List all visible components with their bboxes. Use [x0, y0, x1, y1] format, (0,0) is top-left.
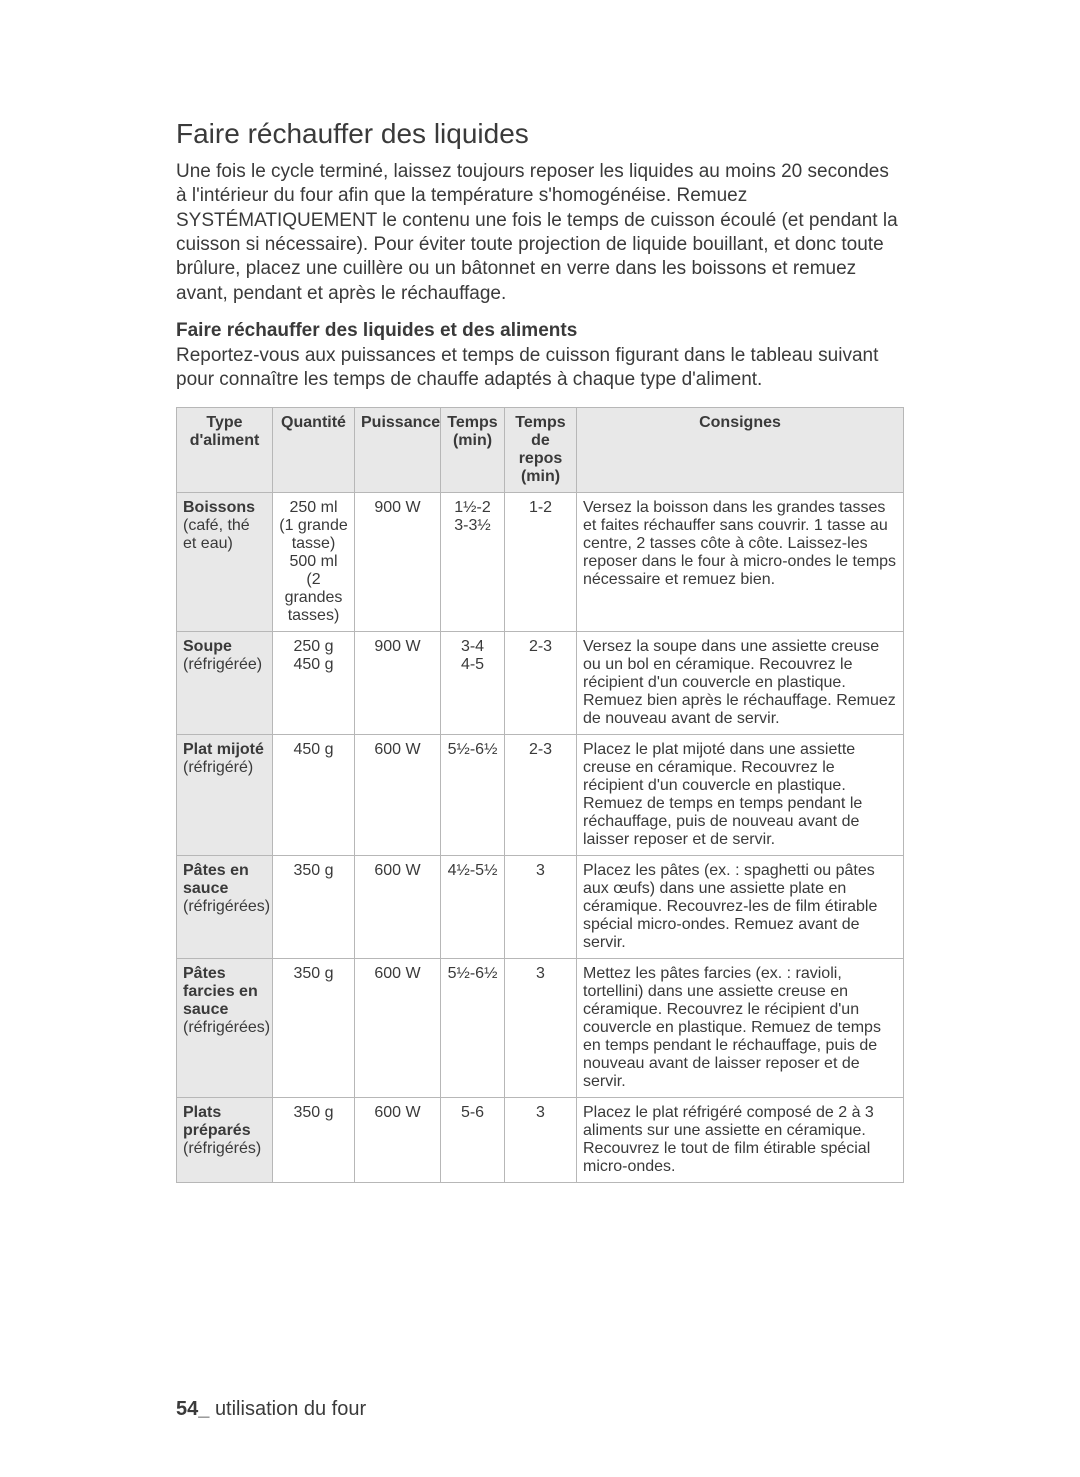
cell-instr: Placez les pâtes (ex. : spaghetti ou pât…	[577, 855, 904, 958]
col-time: Temps (min)	[441, 407, 505, 492]
cell-type: Soupe(réfrigérée)	[177, 631, 273, 734]
cell-time: 1½-23-3½	[441, 492, 505, 631]
subsection-intro: Reportez-vous aux puissances et temps de…	[176, 344, 904, 393]
cell-rest: 2-3	[505, 631, 577, 734]
cell-instr: Versez la soupe dans une assiette creuse…	[577, 631, 904, 734]
col-instr: Consignes	[577, 407, 904, 492]
cell-power: 600 W	[355, 1097, 441, 1182]
table-row: Pâtes en sauce(réfrigérées)350 g600 W4½-…	[177, 855, 904, 958]
table-row: Pâtes farcies en sauce(réfrigérées)350 g…	[177, 958, 904, 1097]
cell-power: 900 W	[355, 631, 441, 734]
footer-section: utilisation du four	[215, 1398, 366, 1420]
cell-qty: 350 g	[273, 958, 355, 1097]
cell-qty: 250 ml(1 grande tasse)500 ml(2 grandes t…	[273, 492, 355, 631]
subsection-heading: Faire réchauffer des liquides et des ali…	[176, 320, 904, 342]
col-power: Puissance	[355, 407, 441, 492]
cell-instr: Placez le plat mijoté dans une assiette …	[577, 734, 904, 855]
col-qty: Quantité	[273, 407, 355, 492]
cell-rest: 1-2	[505, 492, 577, 631]
cell-type: Plats préparés(réfrigérés)	[177, 1097, 273, 1182]
cell-power: 600 W	[355, 855, 441, 958]
cell-qty: 450 g	[273, 734, 355, 855]
table-header-row: Type d'aliment Quantité Puissance Temps …	[177, 407, 904, 492]
table-row: Boissons(café, thé et eau)250 ml(1 grand…	[177, 492, 904, 631]
col-rest: Temps de repos (min)	[505, 407, 577, 492]
cell-instr: Versez la boisson dans les grandes tasse…	[577, 492, 904, 631]
cell-time: 5½-6½	[441, 958, 505, 1097]
page-footer: 54_ utilisation du four	[176, 1398, 366, 1421]
cell-qty: 350 g	[273, 855, 355, 958]
page-number: 54_	[176, 1398, 209, 1420]
section-heading: Faire réchauffer des liquides	[176, 118, 904, 150]
cell-rest: 2-3	[505, 734, 577, 855]
cell-qty: 250 g450 g	[273, 631, 355, 734]
cell-rest: 3	[505, 1097, 577, 1182]
col-type: Type d'aliment	[177, 407, 273, 492]
cell-type: Pâtes farcies en sauce(réfrigérées)	[177, 958, 273, 1097]
table-row: Plats préparés(réfrigérés)350 g600 W5-63…	[177, 1097, 904, 1182]
cell-qty: 350 g	[273, 1097, 355, 1182]
cell-time: 5-6	[441, 1097, 505, 1182]
table-row: Plat mijoté(réfrigéré)450 g600 W5½-6½2-3…	[177, 734, 904, 855]
cell-time: 5½-6½	[441, 734, 505, 855]
cell-time: 4½-5½	[441, 855, 505, 958]
cell-rest: 3	[505, 958, 577, 1097]
table-row: Soupe(réfrigérée)250 g450 g900 W3-44-52-…	[177, 631, 904, 734]
cell-power: 600 W	[355, 734, 441, 855]
cell-instr: Mettez les pâtes farcies (ex. : ravioli,…	[577, 958, 904, 1097]
intro-paragraph: Une fois le cycle terminé, laissez toujo…	[176, 160, 904, 306]
cell-type: Pâtes en sauce(réfrigérées)	[177, 855, 273, 958]
reheat-table: Type d'aliment Quantité Puissance Temps …	[176, 407, 904, 1183]
cell-type: Plat mijoté(réfrigéré)	[177, 734, 273, 855]
cell-type: Boissons(café, thé et eau)	[177, 492, 273, 631]
cell-power: 600 W	[355, 958, 441, 1097]
cell-time: 3-44-5	[441, 631, 505, 734]
cell-power: 900 W	[355, 492, 441, 631]
cell-rest: 3	[505, 855, 577, 958]
cell-instr: Placez le plat réfrigéré composé de 2 à …	[577, 1097, 904, 1182]
